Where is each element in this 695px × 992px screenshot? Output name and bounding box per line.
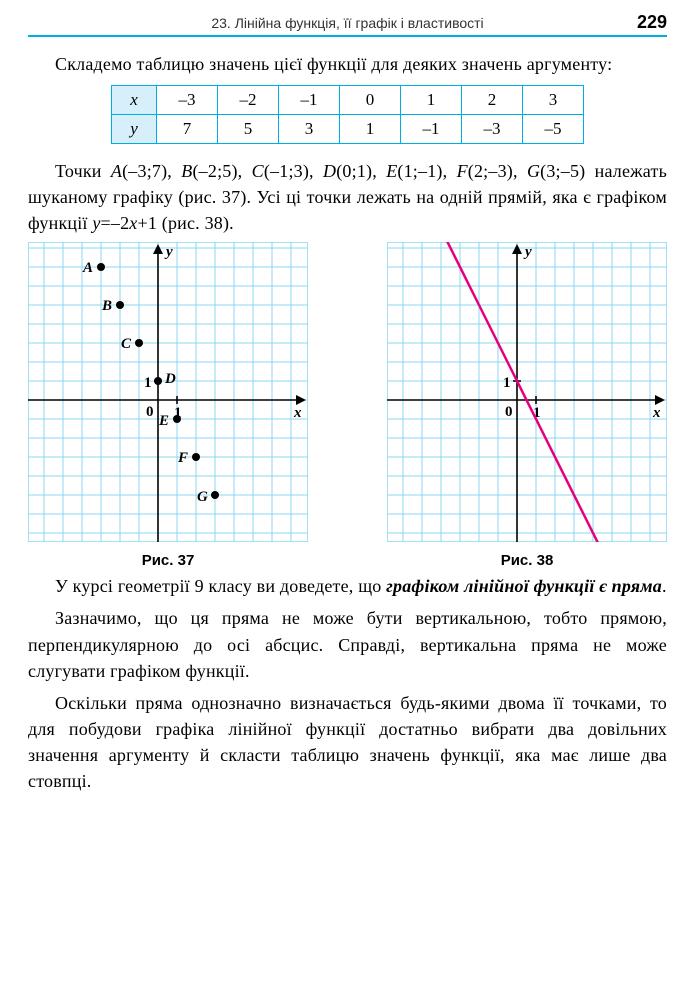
svg-text:C: C	[121, 336, 132, 352]
emphasis: графіком лінійної функції є пряма	[386, 576, 662, 596]
svg-text:A: A	[82, 260, 93, 276]
y-cell: 5	[218, 115, 279, 144]
svg-text:x: x	[652, 405, 661, 421]
chart-37-caption: Рис. 37	[28, 552, 308, 569]
chart-38-caption: Рис. 38	[387, 552, 667, 569]
header-title: 23. Лінійна функція, її графік і властив…	[78, 15, 617, 31]
points-paragraph: Точки A(–3;7), B(–2;5), C(–1;3), D(0;1),…	[28, 158, 667, 236]
table-row-x: x –3 –2 –1 0 1 2 3	[112, 86, 584, 115]
conclusion-paragraph-3: Оскільки пряма однозначно визначається б…	[28, 690, 667, 794]
y-header: y	[112, 115, 157, 144]
x-cell: 0	[340, 86, 401, 115]
svg-text:y: y	[164, 244, 173, 260]
page-header: 23. Лінійна функція, її графік і властив…	[28, 12, 667, 37]
x-cell: 3	[523, 86, 584, 115]
svg-text:1: 1	[503, 375, 511, 391]
svg-text:1: 1	[144, 375, 152, 391]
x-cell: 1	[401, 86, 462, 115]
svg-text:B: B	[101, 298, 112, 314]
svg-text:x: x	[293, 405, 302, 421]
intro-paragraph: Складемо таблицю значень цієї функції дл…	[28, 51, 667, 77]
svg-text:y: y	[523, 244, 532, 260]
conclusion-paragraph-2: Зазначимо, що ця пряма не може бути верт…	[28, 605, 667, 683]
values-table-wrap: x –3 –2 –1 0 1 2 3 y 7 5 3 1 –1 –3 –5	[28, 85, 667, 144]
values-table: x –3 –2 –1 0 1 2 3 y 7 5 3 1 –1 –3 –5	[111, 85, 584, 144]
svg-text:G: G	[197, 489, 208, 505]
chart-37: 011xyABCDEFG Рис. 37	[28, 242, 308, 569]
y-cell: –5	[523, 115, 584, 144]
x-cell: –3	[157, 86, 218, 115]
x-cell: –2	[218, 86, 279, 115]
svg-text:F: F	[177, 450, 188, 466]
x-cell: –1	[279, 86, 340, 115]
svg-text:E: E	[158, 413, 169, 429]
y-cell: 3	[279, 115, 340, 144]
text: У курсі геометрії 9 класу ви доведете, щ…	[55, 576, 386, 596]
x-cell: 2	[462, 86, 523, 115]
conclusion-paragraph-1: У курсі геометрії 9 класу ви доведете, щ…	[28, 573, 667, 599]
table-row-y: y 7 5 3 1 –1 –3 –5	[112, 115, 584, 144]
x-header: x	[112, 86, 157, 115]
y-cell: 1	[340, 115, 401, 144]
page: 23. Лінійна функція, її графік і властив…	[0, 0, 695, 820]
text: .	[662, 576, 667, 596]
y-cell: –1	[401, 115, 462, 144]
charts-row: 011xyABCDEFG Рис. 37 011xy Рис. 38	[28, 242, 667, 569]
chart-38: 011xy Рис. 38	[387, 242, 667, 569]
y-cell: 7	[157, 115, 218, 144]
y-cell: –3	[462, 115, 523, 144]
svg-text:0: 0	[505, 404, 513, 420]
svg-text:0: 0	[146, 404, 154, 420]
chart-38-svg: 011xy	[387, 242, 667, 542]
header-page-number: 229	[617, 12, 667, 33]
chart-37-svg: 011xyABCDEFG	[28, 242, 308, 542]
svg-text:D: D	[164, 371, 176, 387]
